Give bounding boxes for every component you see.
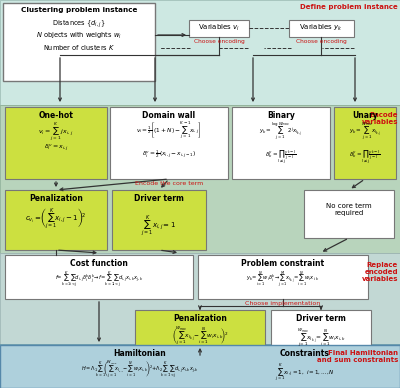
Text: Problem constraint: Problem constraint: [242, 259, 324, 268]
Text: $\sum_{j=1}^{K}x_{i,j}=1,\ i=1,\ldots,N$: $\sum_{j=1}^{K}x_{i,j}=1,\ i=1,\ldots,N$: [275, 363, 335, 385]
Text: $\delta^y_k = \prod_{l\neq j}\frac{y_k-l}{j-l}$: $\delta^y_k = \prod_{l\neq j}\frac{y_k-l…: [349, 148, 381, 166]
Bar: [3, 3, 155, 81]
Text: Penalization: Penalization: [29, 194, 83, 203]
Text: $\delta^v_i = \frac{1}{2}(x_{i,j}-x_{i,j-1})$: $\delta^v_i = \frac{1}{2}(x_{i,j}-x_{i,j…: [142, 148, 196, 160]
Text: Final Hamiltonian
and sum constraints: Final Hamiltonian and sum constraints: [317, 350, 398, 363]
Text: Distances $\{d_{i,j}\}$: Distances $\{d_{i,j}\}$: [52, 19, 106, 30]
Text: $v_i = \sum_{j=1}^{K} j\,x_{i,j}$: $v_i = \sum_{j=1}^{K} j\,x_{i,j}$: [38, 121, 74, 143]
Text: Variables $v_i$: Variables $v_i$: [198, 23, 240, 33]
Text: $\sum_{j=1}^{W_{max}}\!x_{l_{k,j}}\!=\!\sum_{i=1}^{N}\!w_ix_{i,k}$: $\sum_{j=1}^{W_{max}}\!x_{l_{k,j}}\!=\!\…: [296, 328, 346, 350]
Bar: [0, 0, 400, 105]
Text: No core term
required: No core term required: [326, 203, 372, 217]
Text: Number of clusters $K$: Number of clusters $K$: [43, 43, 115, 52]
Text: $f\!=\!\sum_{k=1}^{K}\!\sum_{i<j}\!d_{i,j}\delta^k_i\delta^k_j\!\rightarrow\!f\!: $f\!=\!\sum_{k=1}^{K}\!\sum_{i<j}\!d_{i,…: [55, 270, 143, 290]
Text: Constraints: Constraints: [280, 349, 330, 358]
Bar: [0, 253, 400, 345]
Bar: [271, 310, 371, 358]
Bar: [5, 190, 107, 250]
Text: $y_k = \sum_{j=1}^{W_{max}}x_{l_{k,j}}$: $y_k = \sum_{j=1}^{W_{max}}x_{l_{k,j}}$: [349, 121, 381, 143]
Text: Choose encoding: Choose encoding: [194, 39, 244, 44]
Bar: [0, 345, 400, 388]
Text: Penalization: Penalization: [173, 314, 227, 323]
Text: $N$ objects with weights $w_i$: $N$ objects with weights $w_i$: [36, 31, 122, 41]
Text: Cost function: Cost function: [70, 259, 128, 268]
Text: Binary: Binary: [267, 111, 295, 120]
Text: $\delta^v_i = x_{i,j}$: $\delta^v_i = x_{i,j}$: [44, 143, 68, 153]
Bar: [304, 190, 394, 238]
Text: One-hot: One-hot: [38, 111, 74, 120]
Text: Choose encoding: Choose encoding: [296, 39, 346, 44]
Text: Driver term: Driver term: [134, 194, 184, 203]
Text: Encode
variables: Encode variables: [362, 112, 398, 125]
Text: Domain wall: Domain wall: [142, 111, 196, 120]
Bar: [5, 255, 193, 299]
Text: Define problem instance: Define problem instance: [300, 4, 398, 10]
Text: $c_{v_i}=\!\left(\sum_{j=1}^{K}\!x_{i,j}-1\right)^{\!2}$: $c_{v_i}=\!\left(\sum_{j=1}^{K}\!x_{i,j}…: [25, 206, 87, 230]
Text: Driver term: Driver term: [296, 314, 346, 323]
Bar: [0, 105, 400, 253]
Bar: [198, 255, 368, 299]
Bar: [135, 310, 265, 358]
Bar: [110, 107, 228, 179]
Text: $H=\Lambda_1\!\sum_{k=1}^{K}\!\left(\!\sum_{j=1}^{W_{max}}\!x_{l_{k,j}}\!-\!\sum: $H=\Lambda_1\!\sum_{k=1}^{K}\!\left(\!\s…: [81, 359, 199, 379]
Bar: [232, 107, 330, 179]
Bar: [189, 20, 249, 37]
Text: Encode the core term: Encode the core term: [135, 181, 203, 186]
Text: $y_k\!=\!\sum_{i=1}^{N}\!w_i\delta^k_i\!\rightarrow\!\sum_{j=1}^{M}\!x_{l_{k,j}}: $y_k\!=\!\sum_{i=1}^{N}\!w_i\delta^k_i\!…: [246, 270, 320, 290]
Text: Choose implementation: Choose implementation: [245, 301, 321, 306]
Bar: [112, 190, 206, 250]
Text: $\delta^y_k = \prod_{l\neq j}\frac{y_k-l}{j-l}$: $\delta^y_k = \prod_{l\neq j}\frac{y_k-l…: [265, 148, 297, 166]
Text: $\left(\!\sum_{j=1}^{W_{max}}\!x_{l_{k,j}}\!-\!\sum_{i=1}^{N}\!w_ix_{i,k}\!\righ: $\left(\!\sum_{j=1}^{W_{max}}\!x_{l_{k,j…: [172, 326, 228, 348]
Text: $\sum_{j=1}^{K}x_{i,j}=1$: $\sum_{j=1}^{K}x_{i,j}=1$: [142, 213, 176, 238]
Bar: [334, 107, 396, 179]
Bar: [289, 20, 354, 37]
Text: $v_i = \frac{1}{2}\!\left[(1+N)-\!\sum_{j=1}^{K-1}\!x_{i,j}\right]$: $v_i = \frac{1}{2}\!\left[(1+N)-\!\sum_{…: [136, 121, 202, 142]
Text: Clustering problem instance: Clustering problem instance: [21, 7, 137, 13]
Bar: [0, 345, 400, 388]
Text: Variables $y_k$: Variables $y_k$: [299, 23, 343, 33]
Text: Unary: Unary: [352, 111, 378, 120]
Text: Hamiltonian: Hamiltonian: [114, 349, 166, 358]
Bar: [5, 107, 107, 179]
Text: $y_k = \sum_{j=1}^{\log W_{max}} 2^j x_{l_{k,j}}$: $y_k = \sum_{j=1}^{\log W_{max}} 2^j x_{…: [259, 121, 303, 143]
Text: Replace
encoded
variables: Replace encoded variables: [362, 262, 398, 282]
